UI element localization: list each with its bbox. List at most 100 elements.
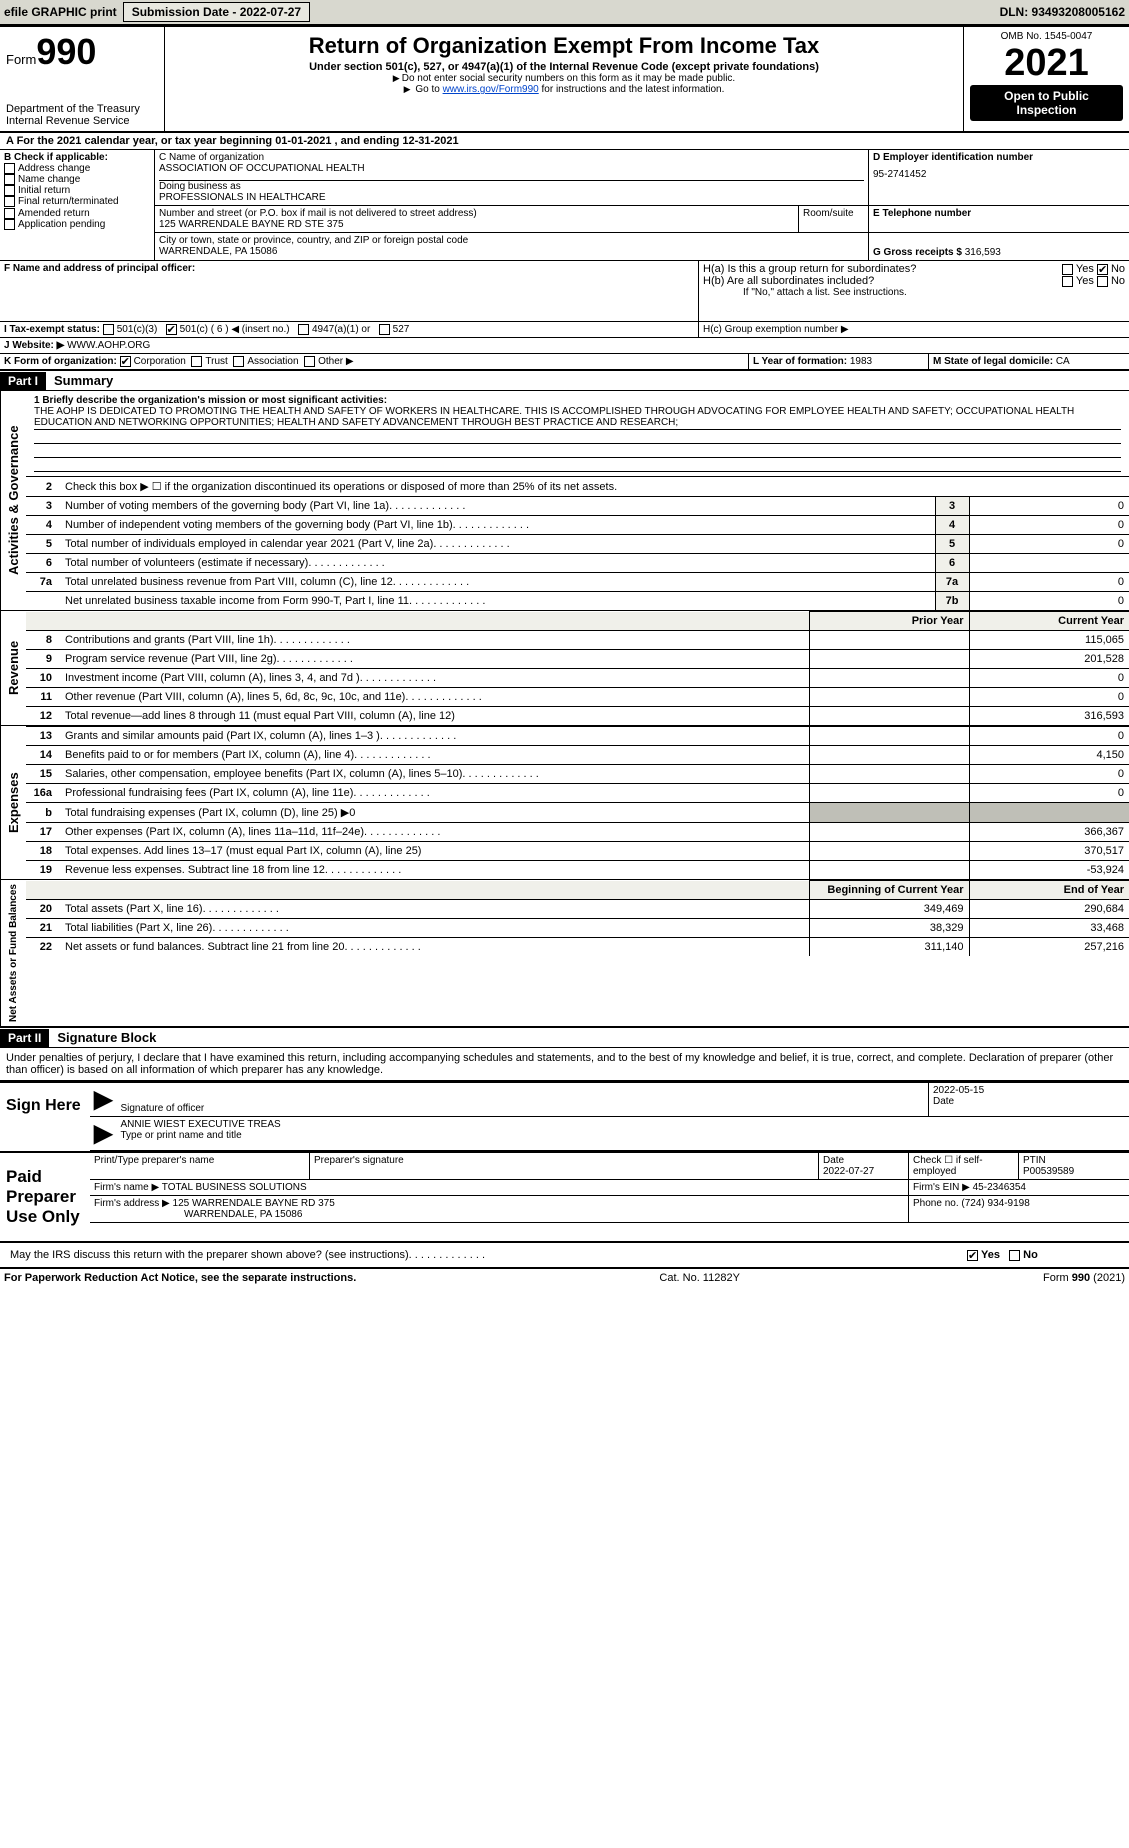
declaration-text: Under penalties of perjury, I declare th… <box>0 1048 1129 1081</box>
net-assets-table: Beginning of Current YearEnd of Year 20T… <box>26 880 1129 956</box>
dln-label: DLN: 93493208005162 <box>1000 5 1125 19</box>
h-a: H(a) Is this a group return for subordin… <box>703 263 1125 275</box>
checkbox-corporation[interactable] <box>120 356 131 367</box>
d-label: D Employer identification number <box>873 152 1125 163</box>
dept-label: Department of the Treasury Internal Reve… <box>6 103 158 127</box>
preparer-sig-label: Preparer's signature <box>310 1153 819 1179</box>
paid-preparer-block: Paid Preparer Use Only Print/Type prepar… <box>0 1151 1129 1243</box>
h-b: H(b) Are all subordinates included? Yes … <box>703 275 1125 287</box>
table-row: 17Other expenses (Part IX, column (A), l… <box>26 823 1129 842</box>
city-value: WARRENDALE, PA 15086 <box>159 246 864 257</box>
table-row: bTotal fundraising expenses (Part IX, co… <box>26 803 1129 823</box>
officer-name-label: Type or print name and title <box>120 1130 1125 1141</box>
table-row: 6Total number of volunteers (estimate if… <box>26 554 1129 573</box>
preparer-name-label: Print/Type preparer's name <box>90 1153 310 1179</box>
table-row: 12Total revenue—add lines 8 through 11 (… <box>26 707 1129 726</box>
checkbox-name-change[interactable]: Name change <box>4 174 150 185</box>
dba-value: PROFESSIONALS IN HEALTHCARE <box>159 192 864 203</box>
form-of-org: K Form of organization: Corporation Trus… <box>0 354 749 369</box>
table-row: 16aProfessional fundraising fees (Part I… <box>26 784 1129 803</box>
paperwork-notice: For Paperwork Reduction Act Notice, see … <box>4 1272 356 1284</box>
year-formation: L Year of formation: 1983 <box>749 354 929 369</box>
h-c: H(c) Group exemption number ▶ <box>699 322 1129 337</box>
table-row: 15Salaries, other compensation, employee… <box>26 765 1129 784</box>
table-row: 11Other revenue (Part VIII, column (A), … <box>26 688 1129 707</box>
dba-label: Doing business as <box>159 180 864 192</box>
firm-address: Firm's address ▶ 125 WARRENDALE BAYNE RD… <box>90 1196 909 1222</box>
sign-here-label: Sign Here <box>0 1083 90 1151</box>
table-header: Prior YearCurrent Year <box>26 612 1129 631</box>
officer-group-block: F Name and address of principal officer:… <box>0 261 1129 322</box>
table-row: 4Number of independent voting members of… <box>26 516 1129 535</box>
street-value: 125 WARRENDALE BAYNE RD STE 375 <box>159 219 794 230</box>
firm-phone: Phone no. (724) 934-9198 <box>909 1196 1129 1222</box>
mission-block: 1 Briefly describe the organization's mi… <box>26 391 1129 476</box>
checkbox-discuss-no[interactable] <box>1009 1250 1020 1261</box>
checkbox-4947[interactable] <box>298 324 309 335</box>
table-row: 7aTotal unrelated business revenue from … <box>26 573 1129 592</box>
table-row: Net unrelated business taxable income fr… <box>26 592 1129 611</box>
checkbox-amended-return[interactable]: Amended return <box>4 208 150 219</box>
self-employed-check[interactable]: Check ☐ if self-employed <box>909 1153 1019 1179</box>
part-1-header: Part I Summary <box>0 370 1129 391</box>
section-b-label: B Check if applicable: <box>4 152 150 163</box>
sig-officer-label: Signature of officer <box>120 1103 924 1114</box>
form-subtitle-1: Under section 501(c), 527, or 4947(a)(1)… <box>171 61 957 73</box>
table-row: 3Number of voting members of the governi… <box>26 497 1129 516</box>
table-row: 9Program service revenue (Part VIII, lin… <box>26 650 1129 669</box>
checkbox-address-change[interactable]: Address change <box>4 163 150 174</box>
submission-date-button[interactable]: Submission Date - 2022-07-27 <box>123 2 310 22</box>
expenses-table: 13Grants and similar amounts paid (Part … <box>26 726 1129 879</box>
table-row: 14Benefits paid to or for members (Part … <box>26 746 1129 765</box>
checkbox-discuss-yes[interactable] <box>967 1250 978 1261</box>
checkbox-527[interactable] <box>379 324 390 335</box>
revenue-tab: Revenue <box>0 611 26 725</box>
e-label: E Telephone number <box>873 208 1125 219</box>
activities-governance-section: Activities & Governance 1 Briefly descri… <box>0 391 1129 611</box>
checkbox-association[interactable] <box>233 356 244 367</box>
expenses-tab: Expenses <box>0 726 26 879</box>
open-public-badge: Open to Public Inspection <box>970 85 1123 121</box>
table-row: 8Contributions and grants (Part VIII, li… <box>26 631 1129 650</box>
irs-link[interactable]: www.irs.gov/Form990 <box>443 84 539 95</box>
checkbox-501c[interactable] <box>166 324 177 335</box>
officer-name: ANNIE WIEST EXECUTIVE TREAS <box>120 1119 1125 1130</box>
gross-receipts: 316,593 <box>965 247 1001 258</box>
omb-label: OMB No. 1545-0047 <box>970 31 1123 42</box>
checkbox-501c3[interactable] <box>103 324 114 335</box>
table-header: Beginning of Current YearEnd of Year <box>26 881 1129 900</box>
table-row: 19Revenue less expenses. Subtract line 1… <box>26 861 1129 880</box>
paid-preparer-label: Paid Preparer Use Only <box>0 1153 90 1241</box>
street-label: Number and street (or P.O. box if mail i… <box>159 208 794 219</box>
website-row: J Website: ▶ WWW.AOHP.ORG <box>0 338 1129 353</box>
tax-exempt-status: I Tax-exempt status: 501(c)(3) 501(c) ( … <box>0 322 699 337</box>
preparer-date: Date2022-07-27 <box>819 1153 909 1179</box>
line-a: A For the 2021 calendar year, or tax yea… <box>0 133 1129 150</box>
h-b-note: If "No," attach a list. See instructions… <box>703 287 1125 298</box>
sig-date: 2022-05-15 <box>933 1085 1125 1096</box>
sign-here-block: Sign Here ▶ Signature of officer 2022-05… <box>0 1081 1129 1151</box>
form-header: Form990 Department of the Treasury Inter… <box>0 25 1129 133</box>
checkbox-final-return[interactable]: Final return/terminated <box>4 196 150 207</box>
checkbox-other[interactable] <box>304 356 315 367</box>
checkbox-application-pending[interactable]: Application pending <box>4 219 150 230</box>
g-label: G Gross receipts $ <box>873 247 962 258</box>
table-row: 13Grants and similar amounts paid (Part … <box>26 727 1129 746</box>
net-assets-section: Net Assets or Fund Balances Beginning of… <box>0 880 1129 1027</box>
expenses-section: Expenses 13Grants and similar amounts pa… <box>0 726 1129 880</box>
form-number: Form990 <box>6 31 158 73</box>
table-row: 22Net assets or fund balances. Subtract … <box>26 938 1129 957</box>
arrow-icon: ▶ <box>90 1117 116 1150</box>
table-row: 18Total expenses. Add lines 13–17 (must … <box>26 842 1129 861</box>
revenue-section: Revenue Prior YearCurrent Year 8Contribu… <box>0 611 1129 726</box>
org-name: ASSOCIATION OF OCCUPATIONAL HEALTH <box>159 163 864 174</box>
topbar: efile GRAPHIC print Submission Date - 20… <box>0 0 1129 25</box>
ein-value: 95-2741452 <box>873 169 1125 180</box>
form-title: Return of Organization Exempt From Incom… <box>171 33 957 59</box>
arrow-icon: ▶ <box>90 1083 116 1116</box>
ptin: PTINP00539589 <box>1019 1153 1129 1179</box>
checkbox-trust[interactable] <box>191 356 202 367</box>
checkbox-initial-return[interactable]: Initial return <box>4 185 150 196</box>
net-assets-tab: Net Assets or Fund Balances <box>0 880 26 1026</box>
table-row: 20Total assets (Part X, line 16)349,4692… <box>26 900 1129 919</box>
